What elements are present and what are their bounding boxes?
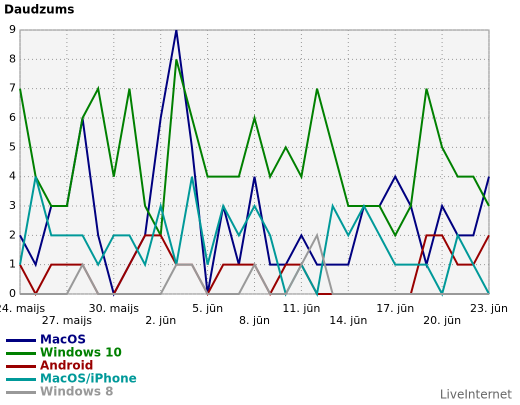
x-tick-label: 17. jūn [376,302,414,315]
y-tick-label: 1 [9,258,16,271]
watermark: LiveInternet [440,388,512,402]
x-tick-label: 14. jūn [329,314,367,327]
x-tick-label: 27. maijs [42,314,93,327]
legend-label: MacOS [40,333,86,347]
legend-swatch [6,365,36,368]
legend-label: MacOS/iPhone [40,372,137,386]
y-tick-label: 0 [9,287,16,300]
y-tick-label: 2 [9,228,16,241]
x-tick-label: 5. jūn [192,302,223,315]
series-line [19,176,490,298]
x-tick-label: 30. maijs [89,302,140,315]
y-tick-label: 6 [9,111,16,124]
legend-swatch [6,378,36,381]
x-tick-label: 8. jūn [239,314,270,327]
y-tick-label: 7 [9,82,16,95]
y-tick-label: 8 [9,52,16,65]
legend-swatch [6,339,36,342]
y-tick-label: 5 [9,140,16,153]
y-tick-label: 3 [9,199,16,212]
chart-title: Daudzums [4,3,74,17]
legend-label: Windows 10 [40,346,122,360]
x-tick-label: 23. jūn [470,302,508,315]
series-line [19,59,490,239]
y-tick-label: 9 [9,23,16,36]
y-tick-label: 4 [9,170,16,183]
legend-swatch [6,391,36,394]
x-tick-label: 2. jūn [145,314,176,327]
x-tick-label: 20. jūn [423,314,461,327]
x-tick-label: 11. jūn [282,302,320,315]
legend-label: Android [40,359,93,373]
series-line [20,232,489,295]
legend-swatch [6,352,36,355]
x-tick-label: 24. maijs [0,302,45,315]
legend-label: Windows 8 [40,385,113,399]
